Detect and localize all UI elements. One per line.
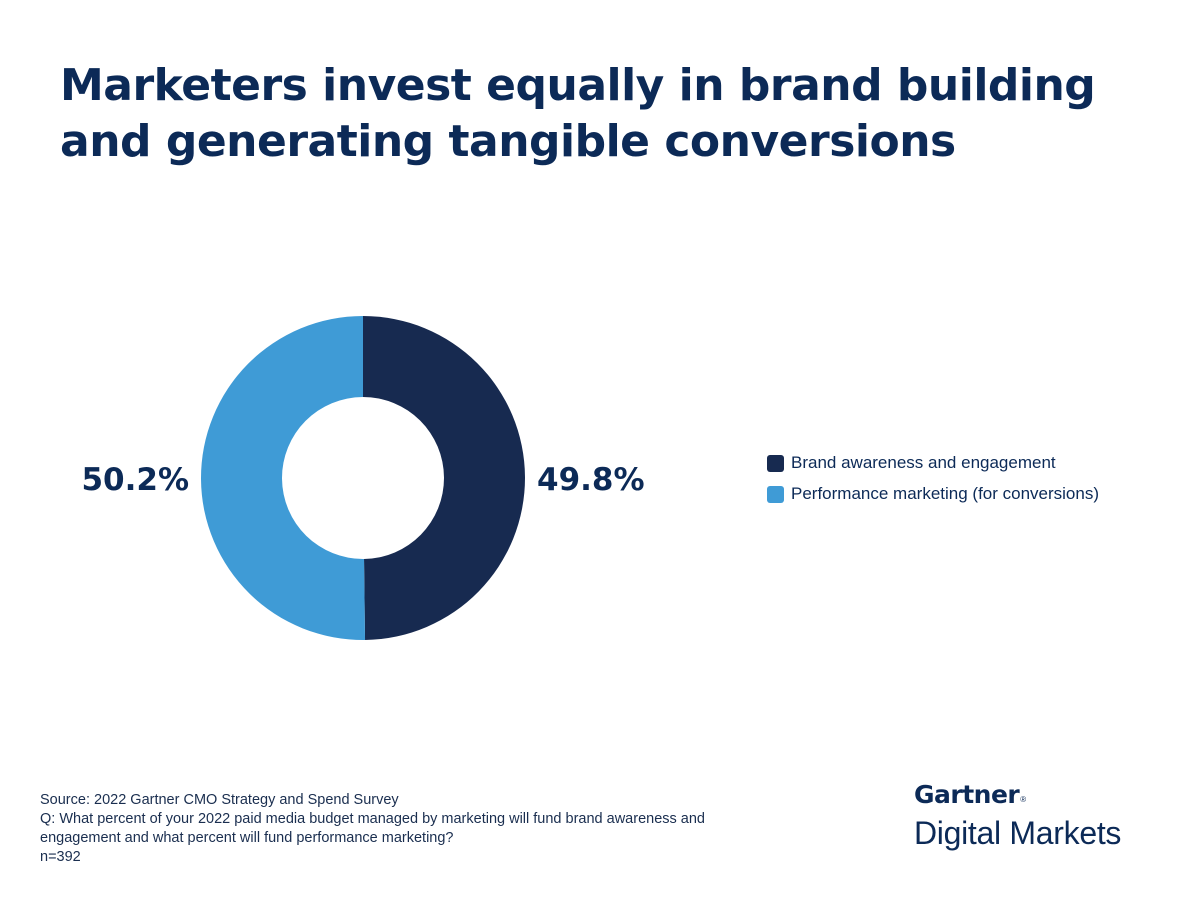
brand-name: Gartner xyxy=(914,780,1020,809)
brand-subtitle: Digital Markets xyxy=(914,815,1122,851)
legend-swatch xyxy=(767,485,784,503)
legend-label: Brand awareness and engagement xyxy=(791,453,1056,472)
data-label: 50.2% xyxy=(81,462,189,498)
donut-slice-brand-awareness xyxy=(363,316,525,640)
legend-swatch xyxy=(767,454,784,472)
donut-slice-performance-marketing xyxy=(200,316,366,641)
sample-size: n=392 xyxy=(40,849,81,865)
question-line: engagement and what percent will fund pe… xyxy=(40,830,454,846)
source-line: Source: 2022 Gartner CMO Strategy and Sp… xyxy=(40,792,399,808)
legend-item-brand-awareness: Brand awareness and engagement xyxy=(767,452,1099,474)
brand-reg-mark: ® xyxy=(1020,795,1027,804)
legend: Brand awareness and engagement Performan… xyxy=(767,452,1099,514)
source-footnote: Source: 2022 Gartner CMO Strategy and Sp… xyxy=(40,791,840,867)
data-label: 49.8% xyxy=(537,462,645,498)
legend-label: Performance marketing (for conversions) xyxy=(791,484,1100,503)
chart-title: Marketers invest equally in brand buildi… xyxy=(60,60,1096,167)
legend-item-performance-marketing: Performance marketing (for conversions) xyxy=(767,483,1099,505)
brand-logo: Gartner® Digital Markets xyxy=(914,780,1121,852)
question-line: Q: What percent of your 2022 paid media … xyxy=(40,811,705,827)
